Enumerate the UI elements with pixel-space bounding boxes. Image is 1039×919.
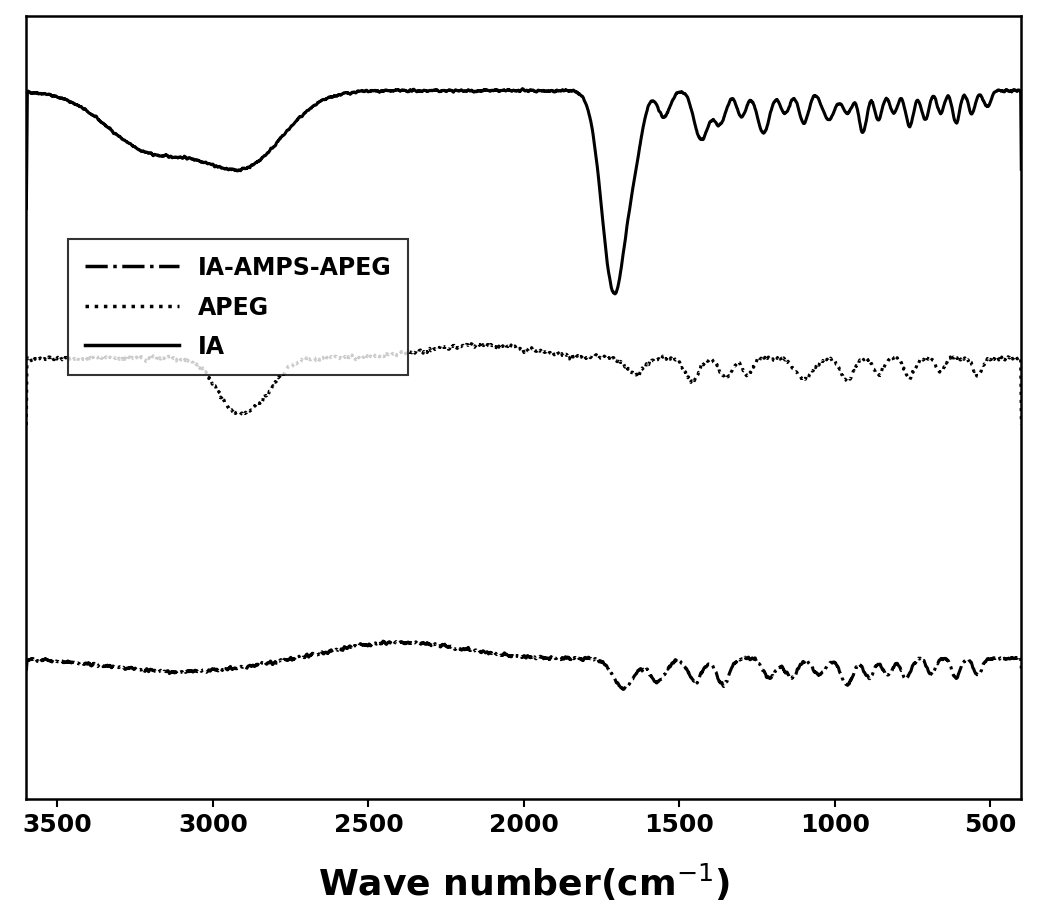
IA-AMPS-APEG [134,664,146,675]
IA [609,289,621,300]
Legend: IA-AMPS-APEG, APEG, IA: IA-AMPS-APEG, APEG, IA [68,240,408,375]
IA-AMPS-APEG [889,659,902,670]
IA-AMPS-APEG [616,684,629,695]
IA [516,85,529,96]
APEG [20,420,32,431]
IA-AMPS-APEG [20,665,32,676]
IA-AMPS-APEG [192,667,205,678]
X-axis label: Wave number(cm$^{-1}$): Wave number(cm$^{-1}$) [318,861,729,902]
IA [134,145,146,156]
APEG [402,347,415,358]
APEG [445,341,457,352]
Line: APEG: APEG [26,345,1021,425]
IA [402,87,415,98]
APEG [134,354,146,365]
APEG [192,363,205,374]
IA-AMPS-APEG [377,636,390,647]
IA [20,204,32,215]
APEG [888,354,901,365]
IA [1015,165,1028,176]
IA [889,108,902,119]
IA-AMPS-APEG [445,641,457,652]
APEG [995,354,1008,365]
Line: IA: IA [26,90,1021,294]
APEG [1015,419,1028,430]
IA [445,85,457,96]
IA-AMPS-APEG [1015,664,1028,675]
IA-AMPS-APEG [996,652,1009,664]
APEG [465,339,478,350]
IA [192,156,205,167]
IA [996,85,1009,96]
IA-AMPS-APEG [402,637,415,648]
Line: IA-AMPS-APEG: IA-AMPS-APEG [26,641,1021,689]
